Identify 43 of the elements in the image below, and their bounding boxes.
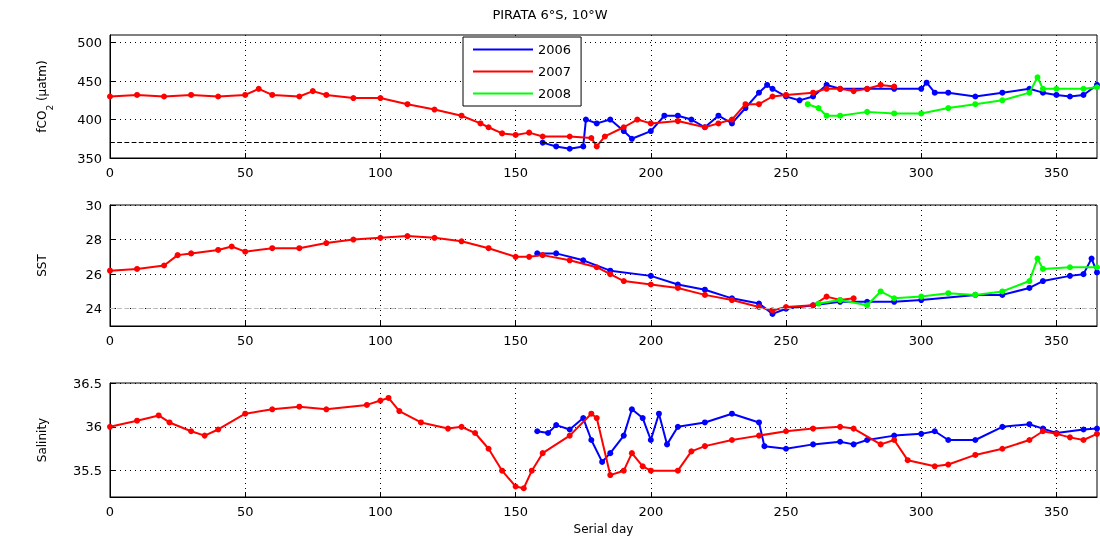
x-tick-label: 250 [773,504,799,519]
x-tick-label: 50 [236,333,254,348]
x-tick-label: 250 [773,165,799,180]
y-tick-label: 450 [77,73,102,89]
x-tick-label: 350 [1044,333,1069,348]
x-tick-label: 100 [368,165,393,180]
y-tick-label: 350 [77,150,102,166]
x-tick-label: 50 [236,504,254,519]
x-tick-label: 0 [105,333,115,348]
y-tick-label: 500 [77,35,102,51]
x-tick-label: 350 [1044,165,1069,180]
x-tick-label: 300 [908,333,934,348]
x-tick-label: 300 [908,504,934,519]
legend-label: 2006 [538,42,572,57]
x-tick-label: 150 [503,333,529,348]
x-tick-label: 150 [503,504,529,519]
y-axis-title: Salinity [35,417,49,463]
x-axis-title: Serial day [573,521,634,536]
legend-label: 2007 [538,64,572,79]
y-tick-label: 30 [85,197,102,213]
x-tick-label: 200 [638,504,664,519]
x-tick-label: 300 [908,165,934,180]
x-tick-label: 200 [638,165,664,180]
y-tick-label: 36.5 [73,375,102,391]
x-tick-label: 100 [368,504,393,519]
chart-title: PIRATA 6°S, 10°W [492,7,608,22]
x-tick-label: 200 [638,333,664,348]
x-tick-label: 0 [105,504,115,519]
y-axis-title: fCO2 (μatm) [35,60,55,133]
x-tick-label: 0 [105,165,115,180]
x-tick-label: 50 [236,165,254,180]
y-tick-label: 24 [85,301,102,317]
y-axis-title: SST [35,253,49,277]
y-tick-label: 28 [85,232,102,248]
x-tick-label: 250 [773,333,799,348]
y-tick-label: 35.5 [73,463,102,479]
y-tick-label: 36 [85,419,102,435]
x-tick-label: 350 [1044,504,1069,519]
x-tick-label: 100 [368,333,393,348]
x-tick-label: 150 [503,165,529,180]
legend-label: 2008 [538,86,572,101]
y-tick-label: 26 [85,266,102,282]
y-tick-label: 400 [77,112,102,128]
